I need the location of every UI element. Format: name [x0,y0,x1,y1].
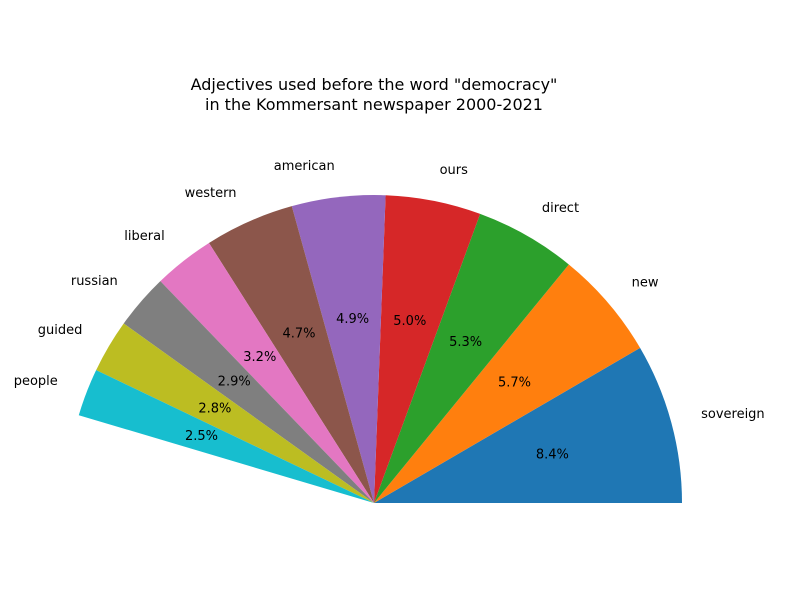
chart-title-line-1: Adjectives used before the word "democra… [191,75,558,94]
pie-slice-sovereign [374,347,682,503]
slice-percent-russian: 2.9% [218,375,251,390]
pie-slices [78,195,682,504]
slice-percent-new: 5.7% [498,376,531,391]
pie-slice-russian [123,281,374,503]
pie-slice-liberal [160,242,374,503]
slice-label-direct: direct [542,201,579,216]
slice-percent-liberal: 3.2% [243,350,276,365]
pie-labels: sovereign 8.4% new 5.7% direct 5.3% ours 5.0% am… [14,159,765,462]
pie-slice-western [208,206,374,504]
slice-percent-american: 4.9% [336,312,369,327]
slice-label-new: new [632,276,659,291]
slice-percent-direct: 5.3% [449,335,482,350]
slice-label-russian: russian [71,274,118,289]
slice-percent-guided: 2.8% [198,401,231,416]
pie-slice-american [291,195,386,503]
pie-slice-ours [374,195,481,503]
slice-label-ours: ours [440,163,469,178]
slice-percent-people: 2.5% [185,429,218,444]
slice-label-western: western [185,186,237,201]
slice-label-people: people [14,374,58,389]
slice-label-sovereign: sovereign [701,407,765,422]
slice-label-guided: guided [38,323,83,338]
slice-percent-sovereign: 8.4% [536,447,569,462]
slice-label-american: american [274,159,335,174]
chart-title-line-2: in the Kommersant newspaper 2000-2021 [205,95,543,114]
slice-label-liberal: liberal [124,229,164,244]
pie-slice-new [374,264,641,503]
pie-slice-people [78,370,374,503]
pie-slice-guided [96,323,374,503]
slice-percent-western: 4.7% [282,327,315,342]
slice-percent-ours: 5.0% [393,314,426,329]
pie-slice-direct [374,213,569,503]
